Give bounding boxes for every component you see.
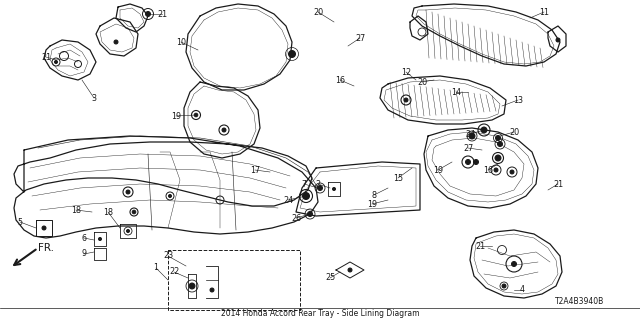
Text: 6: 6: [81, 234, 86, 243]
Circle shape: [127, 229, 129, 233]
Text: 21: 21: [553, 180, 563, 188]
Circle shape: [510, 170, 514, 174]
Text: 7: 7: [301, 180, 307, 188]
Circle shape: [497, 141, 502, 147]
Circle shape: [474, 159, 479, 164]
Circle shape: [189, 283, 195, 289]
Text: 20: 20: [313, 7, 323, 17]
Text: FR.: FR.: [38, 243, 54, 253]
Text: 2014 Honda Accord Rear Tray - Side Lining Diagram: 2014 Honda Accord Rear Tray - Side Linin…: [221, 309, 419, 318]
Circle shape: [348, 268, 352, 272]
Circle shape: [210, 288, 214, 292]
Text: 5: 5: [17, 218, 22, 227]
Circle shape: [145, 12, 150, 17]
Text: 2: 2: [316, 180, 321, 188]
Circle shape: [469, 133, 475, 139]
Text: 3: 3: [92, 93, 97, 102]
Circle shape: [126, 190, 130, 194]
Circle shape: [556, 38, 560, 42]
Text: 21: 21: [157, 10, 167, 19]
Text: 18: 18: [71, 205, 81, 214]
Circle shape: [99, 237, 102, 241]
Text: 10: 10: [176, 37, 186, 46]
Circle shape: [333, 188, 335, 190]
Text: T2A4B3940B: T2A4B3940B: [556, 298, 605, 307]
Circle shape: [494, 168, 498, 172]
Text: 20: 20: [417, 77, 427, 86]
Text: 1: 1: [154, 263, 159, 273]
Text: 21: 21: [475, 242, 485, 251]
Circle shape: [495, 135, 500, 140]
Text: 24: 24: [465, 130, 475, 139]
Circle shape: [42, 226, 46, 230]
Text: 22: 22: [169, 268, 179, 276]
Circle shape: [307, 212, 312, 217]
Circle shape: [511, 261, 516, 267]
Text: 21: 21: [41, 52, 51, 61]
Circle shape: [54, 60, 58, 63]
Circle shape: [168, 195, 172, 197]
Text: 19: 19: [367, 199, 377, 209]
Circle shape: [222, 128, 226, 132]
Circle shape: [194, 113, 198, 117]
Circle shape: [114, 40, 118, 44]
Text: 23: 23: [163, 252, 173, 260]
Circle shape: [317, 186, 323, 190]
Text: 18: 18: [103, 207, 113, 217]
Text: 9: 9: [81, 250, 86, 259]
Text: 27: 27: [463, 143, 473, 153]
Text: 19: 19: [171, 111, 181, 121]
Circle shape: [465, 159, 470, 164]
Text: 17: 17: [250, 165, 260, 174]
Circle shape: [132, 210, 136, 214]
Text: 12: 12: [401, 68, 411, 76]
Circle shape: [289, 51, 296, 58]
Text: 16: 16: [335, 76, 345, 84]
Text: 20: 20: [509, 127, 519, 137]
Circle shape: [404, 98, 408, 102]
Circle shape: [481, 127, 487, 133]
Circle shape: [502, 284, 506, 288]
Text: 4: 4: [520, 285, 525, 294]
Text: 24: 24: [283, 196, 293, 204]
Text: 25: 25: [325, 274, 335, 283]
Circle shape: [303, 193, 310, 199]
Text: 15: 15: [393, 173, 403, 182]
Text: 11: 11: [539, 7, 549, 17]
Text: 16: 16: [483, 165, 493, 174]
Text: 27: 27: [355, 34, 365, 43]
Text: 13: 13: [513, 95, 523, 105]
Text: 26: 26: [291, 213, 301, 222]
Circle shape: [495, 155, 501, 161]
Text: 19: 19: [433, 165, 443, 174]
Text: 14: 14: [451, 87, 461, 97]
Text: 8: 8: [371, 190, 376, 199]
